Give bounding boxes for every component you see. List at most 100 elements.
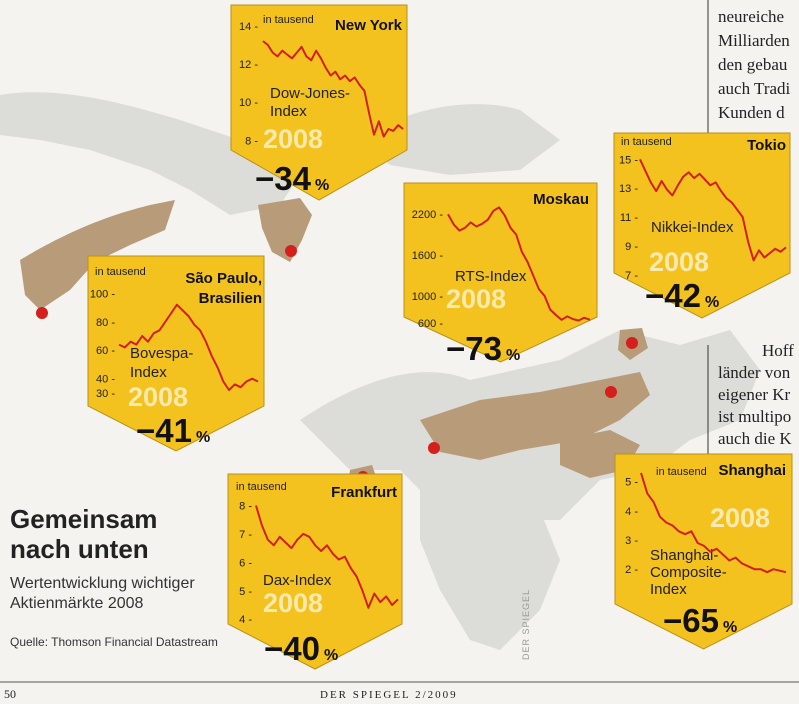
unit-label: in tausend	[656, 466, 707, 478]
panel-background	[227, 473, 403, 670]
series-line	[447, 206, 591, 322]
index-name: Dax-Index	[263, 572, 332, 589]
change-value: −40	[264, 630, 320, 667]
year-label: 2008	[263, 124, 323, 154]
article-line: den gebau	[718, 55, 788, 74]
map-land-russia	[420, 372, 650, 460]
chart-panel: 8 - 7 - 6 - 5 - 4 - in tausend Frankfurt Dax-In…	[227, 473, 403, 670]
percent-sign: %	[315, 177, 329, 194]
change-value: −73	[446, 330, 502, 367]
index-name: Shanghai-	[650, 547, 718, 564]
headline-source: Quelle: Thomson Financial Datastream	[10, 635, 218, 649]
article-line: eigener Kr	[718, 385, 791, 404]
unit-label: in tausend	[236, 481, 287, 493]
map-land-south-america	[20, 200, 175, 310]
map-marker-new-york	[285, 245, 297, 257]
y-tick-label: 7 -	[625, 270, 638, 282]
chart-panel: 14 - 12 - 10 - 8 - in tausend New York Dow-Jon…	[230, 4, 408, 201]
percent-sign: %	[506, 347, 520, 364]
y-tick-label: 2200 -	[412, 209, 444, 221]
chart-panels: 14 - 12 - 10 - 8 - in tausend New York Dow-Jon…	[87, 4, 793, 670]
map-marker-tokio	[626, 337, 638, 349]
city-title: Moskau	[533, 191, 589, 208]
y-tick-label: 60 -	[96, 345, 115, 357]
series-line	[639, 158, 787, 262]
headline-title: nach unten	[10, 534, 149, 564]
year-label: 2008	[263, 588, 323, 618]
chart-panel: 2200 - 1600 - 1000 - 600 - Moskau RTS-Index20…	[403, 182, 598, 367]
map-marker-shanghai	[605, 386, 617, 398]
y-tick-label: 5 -	[239, 586, 252, 598]
year-label: 2008	[649, 247, 709, 277]
chart-panel: 100 - 80 - 60 - 40 - 30 - in tausend São Paulo…	[87, 255, 265, 452]
headline: Gemeinsam nach unten Wertentwicklung wic…	[10, 504, 218, 649]
city-title: Frankfurt	[331, 484, 397, 501]
city-title: Tokio	[747, 137, 786, 154]
change-value: −42	[645, 277, 701, 314]
change-value: −34	[255, 160, 312, 197]
map-land-greenland	[360, 104, 560, 175]
series-line	[118, 303, 259, 391]
headline-subtitle: Wertentwicklung wichtiger	[10, 575, 195, 592]
change-value: −41	[136, 412, 192, 449]
y-tick-label: 5 -	[625, 477, 638, 489]
map-land-north-america	[0, 92, 300, 215]
y-tick-label: 12 -	[239, 59, 258, 71]
map-land-africa	[420, 470, 560, 650]
y-tick-label: 3 -	[625, 535, 638, 547]
series-line	[640, 472, 787, 574]
magazine-name: DER SPIEGEL 2/2009	[320, 689, 458, 701]
y-tick-label: 600 -	[418, 318, 443, 330]
panel-background	[87, 255, 265, 452]
index-name: Nikkei-Index	[651, 219, 734, 236]
year-label: 2008	[128, 382, 188, 412]
panel-background	[613, 132, 791, 319]
page-number: 50	[4, 687, 16, 701]
city-title: Brasilien	[199, 290, 262, 307]
unit-label: in tausend	[621, 136, 672, 148]
change-value: −65	[663, 602, 719, 639]
percent-sign: %	[723, 619, 737, 636]
index-name: Index	[130, 364, 167, 381]
article-line: neureiche	[718, 7, 784, 26]
city-title: New York	[335, 17, 403, 34]
y-tick-label: 1600 -	[412, 250, 444, 262]
index-name: RTS-Index	[455, 268, 527, 285]
y-tick-label: 1000 -	[412, 291, 444, 303]
panel-background	[614, 453, 793, 650]
y-tick-label: 11 -	[620, 212, 638, 224]
chart-panel: 15 - 13 - 11 - 9 - 7 - in tausend Tokio Nikkei-…	[613, 132, 791, 319]
article-line: Hoff	[762, 341, 794, 360]
y-tick-label: 10 -	[239, 97, 258, 109]
index-name: Bovespa-	[130, 345, 193, 362]
series-line	[255, 505, 399, 609]
index-name: Dow-Jones-	[270, 85, 350, 102]
map-marker-moskau	[428, 442, 440, 454]
percent-sign: %	[324, 647, 338, 664]
percent-sign: %	[705, 294, 719, 311]
article-line: Milliarden	[718, 31, 790, 50]
y-tick-label: 80 -	[96, 317, 115, 329]
article-line: länder von	[718, 363, 791, 382]
year-label: 2008	[710, 503, 770, 533]
y-tick-label: 30 -	[96, 388, 115, 400]
footer: 50 DER SPIEGEL 2/2009	[0, 681, 799, 701]
series-line	[262, 40, 404, 138]
y-tick-label: 2 -	[625, 564, 638, 576]
article-line: auch Tradi	[718, 79, 791, 98]
chart-panel: 5 - 4 - 3 - 2 - in tausend Shanghai Shanghai-C…	[614, 453, 793, 650]
index-name: Index	[270, 103, 307, 120]
y-tick-label: 4 -	[239, 614, 252, 626]
index-name: Composite-	[650, 564, 727, 581]
city-title: São Paulo,	[185, 270, 262, 287]
article-line: ist multipo	[718, 407, 791, 426]
percent-sign: %	[196, 429, 210, 446]
headline-subtitle: Aktienmärkte 2008	[10, 595, 144, 612]
unit-label: in tausend	[95, 266, 146, 278]
unit-label: in tausend	[263, 14, 314, 26]
y-tick-label: 40 -	[96, 374, 115, 386]
y-tick-label: 9 -	[625, 241, 638, 253]
y-tick-label: 15 -	[619, 154, 638, 166]
y-tick-label: 8 -	[245, 135, 258, 147]
